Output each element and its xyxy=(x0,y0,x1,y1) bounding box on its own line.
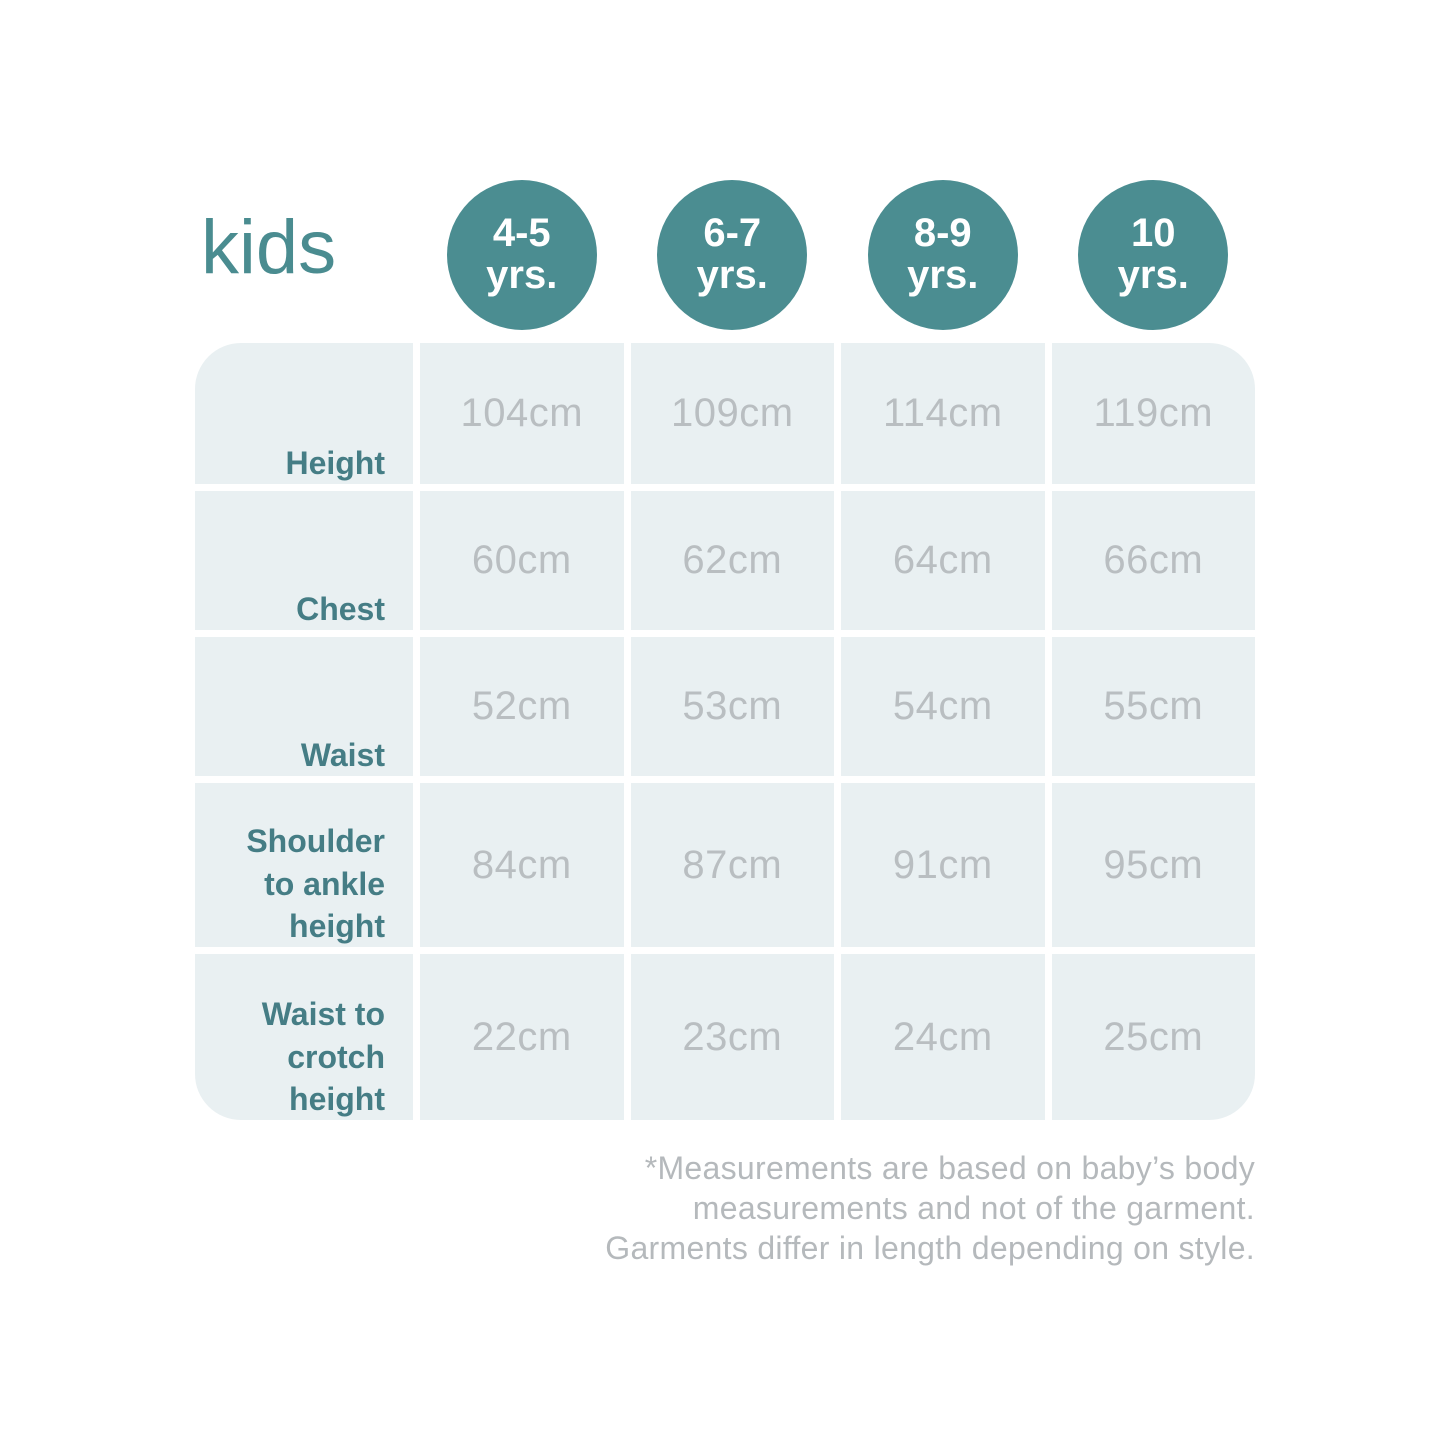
age-badge-unit: yrs. xyxy=(1117,253,1189,297)
measurement-footnote: *Measurements are based on baby’s body m… xyxy=(605,1148,1255,1268)
age-badge-age: 4-5 xyxy=(492,211,551,256)
age-badge-unit: yrs. xyxy=(696,253,768,297)
row-label-line: Shoulder xyxy=(246,823,385,860)
row-label-chest: Chest xyxy=(195,491,413,630)
footnote-line-3: Garments differ in length depending on s… xyxy=(605,1230,1255,1266)
cell-waist-10: 55cm xyxy=(1051,637,1255,776)
cell-height-8-9: 114cm xyxy=(841,343,1045,484)
age-badge-age: 6-7 xyxy=(703,211,762,256)
cell-height-4-5: 104cm xyxy=(420,343,624,484)
cell-shoulder-ankle-10: 95cm xyxy=(1051,783,1255,947)
row-label-line: height xyxy=(289,907,385,944)
cell-chest-10: 66cm xyxy=(1051,491,1255,630)
row-label-line: Height xyxy=(285,444,385,481)
age-badge-age: 8-9 xyxy=(913,211,972,256)
footnote-line-2: measurements and not of the garment. xyxy=(692,1190,1255,1226)
row-label-waist: Waist xyxy=(195,637,413,776)
age-badge-age: 10 xyxy=(1131,211,1176,256)
row-label-line: height xyxy=(289,1080,385,1117)
row-label-shoulder-to-ankle-height: Shoulder to ankle height xyxy=(195,783,413,947)
cell-chest-4-5: 60cm xyxy=(420,491,624,630)
cell-shoulder-ankle-4-5: 84cm xyxy=(420,783,624,947)
row-label-line: Waist xyxy=(300,736,385,773)
cell-chest-6-7: 62cm xyxy=(630,491,834,630)
row-label-line: to ankle xyxy=(264,865,385,902)
cell-shoulder-ankle-6-7: 87cm xyxy=(630,783,834,947)
page-title: kids xyxy=(201,204,337,290)
cell-waist-4-5: 52cm xyxy=(420,637,624,776)
cell-waist-crotch-6-7: 23cm xyxy=(630,954,834,1120)
cell-height-10: 119cm xyxy=(1051,343,1255,484)
age-badge-unit: yrs. xyxy=(907,253,979,297)
cell-shoulder-ankle-8-9: 91cm xyxy=(841,783,1045,947)
header-row: kids 4-5 yrs. 6-7 yrs. 8-9 yrs. 10 yrs. xyxy=(195,180,1255,330)
footnote-line-1: *Measurements are based on baby’s body xyxy=(644,1150,1255,1186)
cell-waist-8-9: 54cm xyxy=(841,637,1045,776)
age-badge-8-9-yrs: 8-9 yrs. xyxy=(867,180,1018,330)
row-label-line: Chest xyxy=(296,590,385,627)
age-badge-10-yrs: 10 yrs. xyxy=(1078,180,1229,330)
age-badge-unit: yrs. xyxy=(486,253,558,297)
row-label-height: Height xyxy=(195,343,413,484)
row-label-line: crotch xyxy=(287,1038,385,1075)
row-label-waist-to-crotch-height: Waist to crotch height xyxy=(195,954,413,1120)
age-badge-4-5-yrs: 4-5 yrs. xyxy=(446,180,597,330)
size-table: Height 104cm 109cm 114cm 119cm Chest 60c… xyxy=(195,343,1255,1120)
cell-height-6-7: 109cm xyxy=(630,343,834,484)
cell-waist-6-7: 53cm xyxy=(630,637,834,776)
row-label-line: Waist to xyxy=(261,996,385,1033)
cell-waist-crotch-8-9: 24cm xyxy=(841,954,1045,1120)
cell-chest-8-9: 64cm xyxy=(841,491,1045,630)
age-badge-6-7-yrs: 6-7 yrs. xyxy=(657,180,808,330)
cell-waist-crotch-10: 25cm xyxy=(1051,954,1255,1120)
cell-waist-crotch-4-5: 22cm xyxy=(420,954,624,1120)
